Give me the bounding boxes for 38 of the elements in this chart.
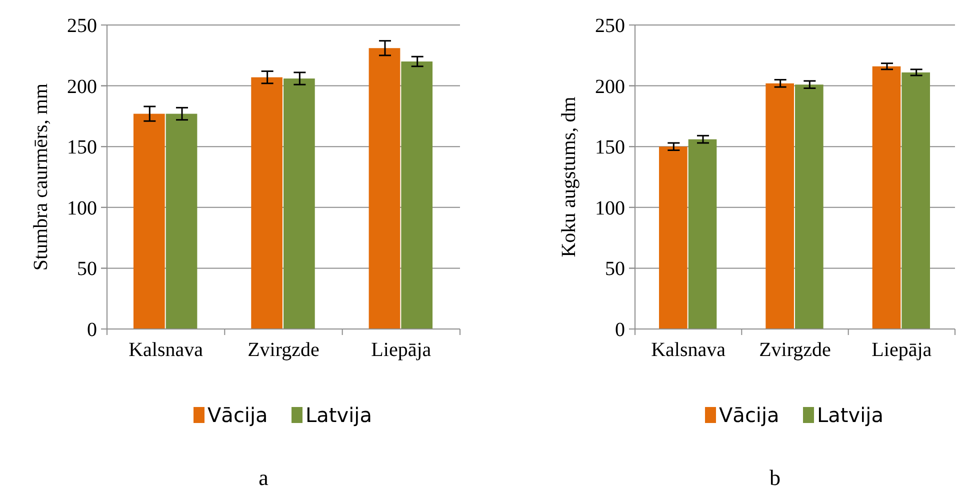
y-tick-label: 150 — [595, 136, 625, 159]
x-tick-label: Zvirgzde — [248, 339, 320, 361]
y-tick-label: 250 — [67, 15, 97, 37]
text: a — [258, 465, 269, 490]
x-tick-label: Kalsnava — [128, 339, 204, 361]
bar — [401, 61, 433, 329]
y-tick-label: 0 — [615, 319, 625, 341]
y-tick-label: 100 — [67, 197, 97, 220]
legend-label: Latvija — [817, 403, 884, 427]
legend-label: Vācija — [719, 403, 780, 427]
bar — [659, 146, 688, 329]
y-axis-title: Koku augstums, dm — [558, 96, 580, 258]
y-tick-label: 50 — [77, 258, 97, 280]
y-tick-label: 150 — [67, 136, 97, 159]
bar — [251, 77, 282, 329]
bar — [902, 72, 930, 329]
y-axis-title: Stumbra caurmērs, mm — [30, 82, 52, 271]
bar — [284, 78, 315, 329]
x-tick-label: Kalsnava — [651, 339, 726, 361]
bar — [766, 83, 794, 329]
legend-label: Vācija — [208, 403, 268, 427]
bar — [166, 114, 198, 329]
y-tick-label: 50 — [605, 258, 625, 280]
bar — [872, 66, 901, 329]
bar — [688, 139, 717, 329]
x-tick-label: Zvirgzde — [759, 339, 832, 361]
bar — [133, 114, 165, 329]
y-tick-label: 200 — [67, 76, 97, 98]
x-tick-label: Liepāja — [371, 339, 432, 361]
x-tick-label: Liepāja — [872, 339, 932, 361]
bar — [795, 84, 824, 329]
y-tick-label: 200 — [595, 76, 625, 98]
y-tick-label: 100 — [595, 197, 625, 220]
bar — [368, 48, 400, 329]
y-tick-label: 0 — [87, 319, 97, 341]
text: b — [770, 465, 780, 490]
y-tick-label: 250 — [595, 15, 625, 37]
legend-label: Latvija — [306, 403, 372, 427]
